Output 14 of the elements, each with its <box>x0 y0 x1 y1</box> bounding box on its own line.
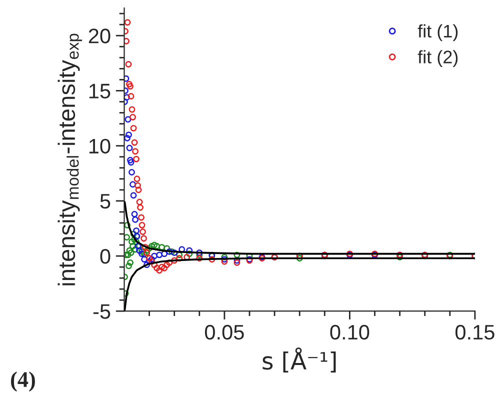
x-axis-title: s [Å⁻¹] <box>262 347 336 373</box>
x-tick-label: 0.15 <box>455 324 494 340</box>
y-tick-label: 5 <box>100 194 110 209</box>
legend-label: fit (2) <box>418 50 458 67</box>
y-tick-label: 15 <box>89 84 110 98</box>
legend-label: fit (1) <box>418 24 458 42</box>
y-tick-label: -5 <box>93 304 110 319</box>
y-axis-title: intensity$_{model}$-intensity$_{exp}$ <box>58 34 82 286</box>
x-tick-label: 0.10 <box>330 324 370 340</box>
y-tick-label: 20 <box>88 28 110 44</box>
y-tick-label: 10 <box>89 138 110 154</box>
y-tick-label: 0 <box>100 249 110 264</box>
text: (4) <box>10 371 35 392</box>
x-tick-label: 0.05 <box>204 324 244 340</box>
